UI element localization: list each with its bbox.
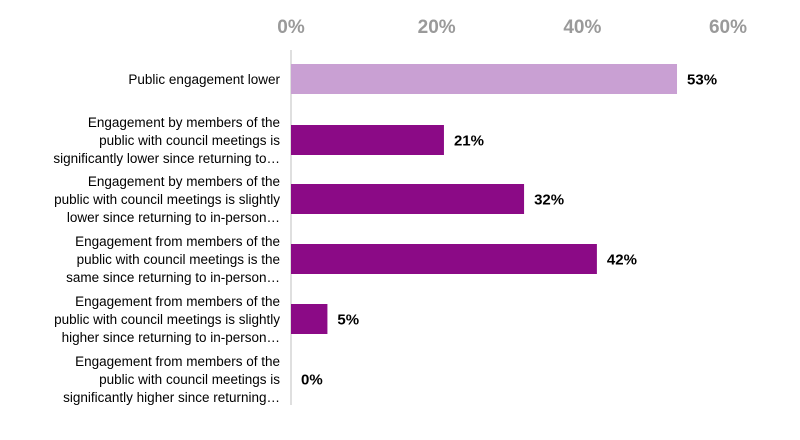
category-label: Public engagement lower bbox=[128, 72, 280, 87]
bar bbox=[291, 125, 444, 155]
category-label: Engagement from members of the bbox=[75, 354, 280, 369]
category-label: public with council meetings is slightly bbox=[54, 312, 280, 327]
category-label: public with council meetings is bbox=[99, 372, 280, 387]
category-label: lower since returning to in-person… bbox=[67, 210, 280, 225]
category-label: same since returning to in-person… bbox=[66, 270, 280, 285]
data-label: 5% bbox=[337, 312, 359, 329]
category-label: Engagement from members of the bbox=[75, 234, 280, 249]
category-label: public with council meetings is the bbox=[77, 252, 280, 267]
x-tick-label: 20% bbox=[418, 17, 456, 38]
data-label: 53% bbox=[687, 72, 717, 89]
data-label: 32% bbox=[534, 192, 564, 209]
bar bbox=[291, 64, 678, 94]
category-label: Engagement by members of the bbox=[88, 174, 280, 189]
data-label: 42% bbox=[607, 252, 637, 269]
data-label: 21% bbox=[454, 133, 484, 150]
category-label: higher since returning to in-person… bbox=[62, 330, 280, 345]
data-label: 0% bbox=[301, 372, 323, 389]
x-tick-label: 60% bbox=[709, 17, 747, 38]
category-label: public with council meetings is slightly bbox=[54, 192, 280, 207]
bar bbox=[291, 184, 525, 214]
category-label: Engagement by members of the bbox=[88, 115, 280, 130]
category-label: public with council meetings is bbox=[99, 133, 280, 148]
category-label: significantly lower since returning to… bbox=[53, 151, 280, 166]
x-tick-label: 40% bbox=[563, 17, 601, 38]
bar bbox=[291, 244, 597, 274]
bar bbox=[291, 304, 328, 334]
category-label: Engagement from members of the bbox=[75, 294, 280, 309]
x-tick-label: 0% bbox=[277, 17, 305, 38]
category-label: significantly higher since returning… bbox=[63, 390, 280, 405]
